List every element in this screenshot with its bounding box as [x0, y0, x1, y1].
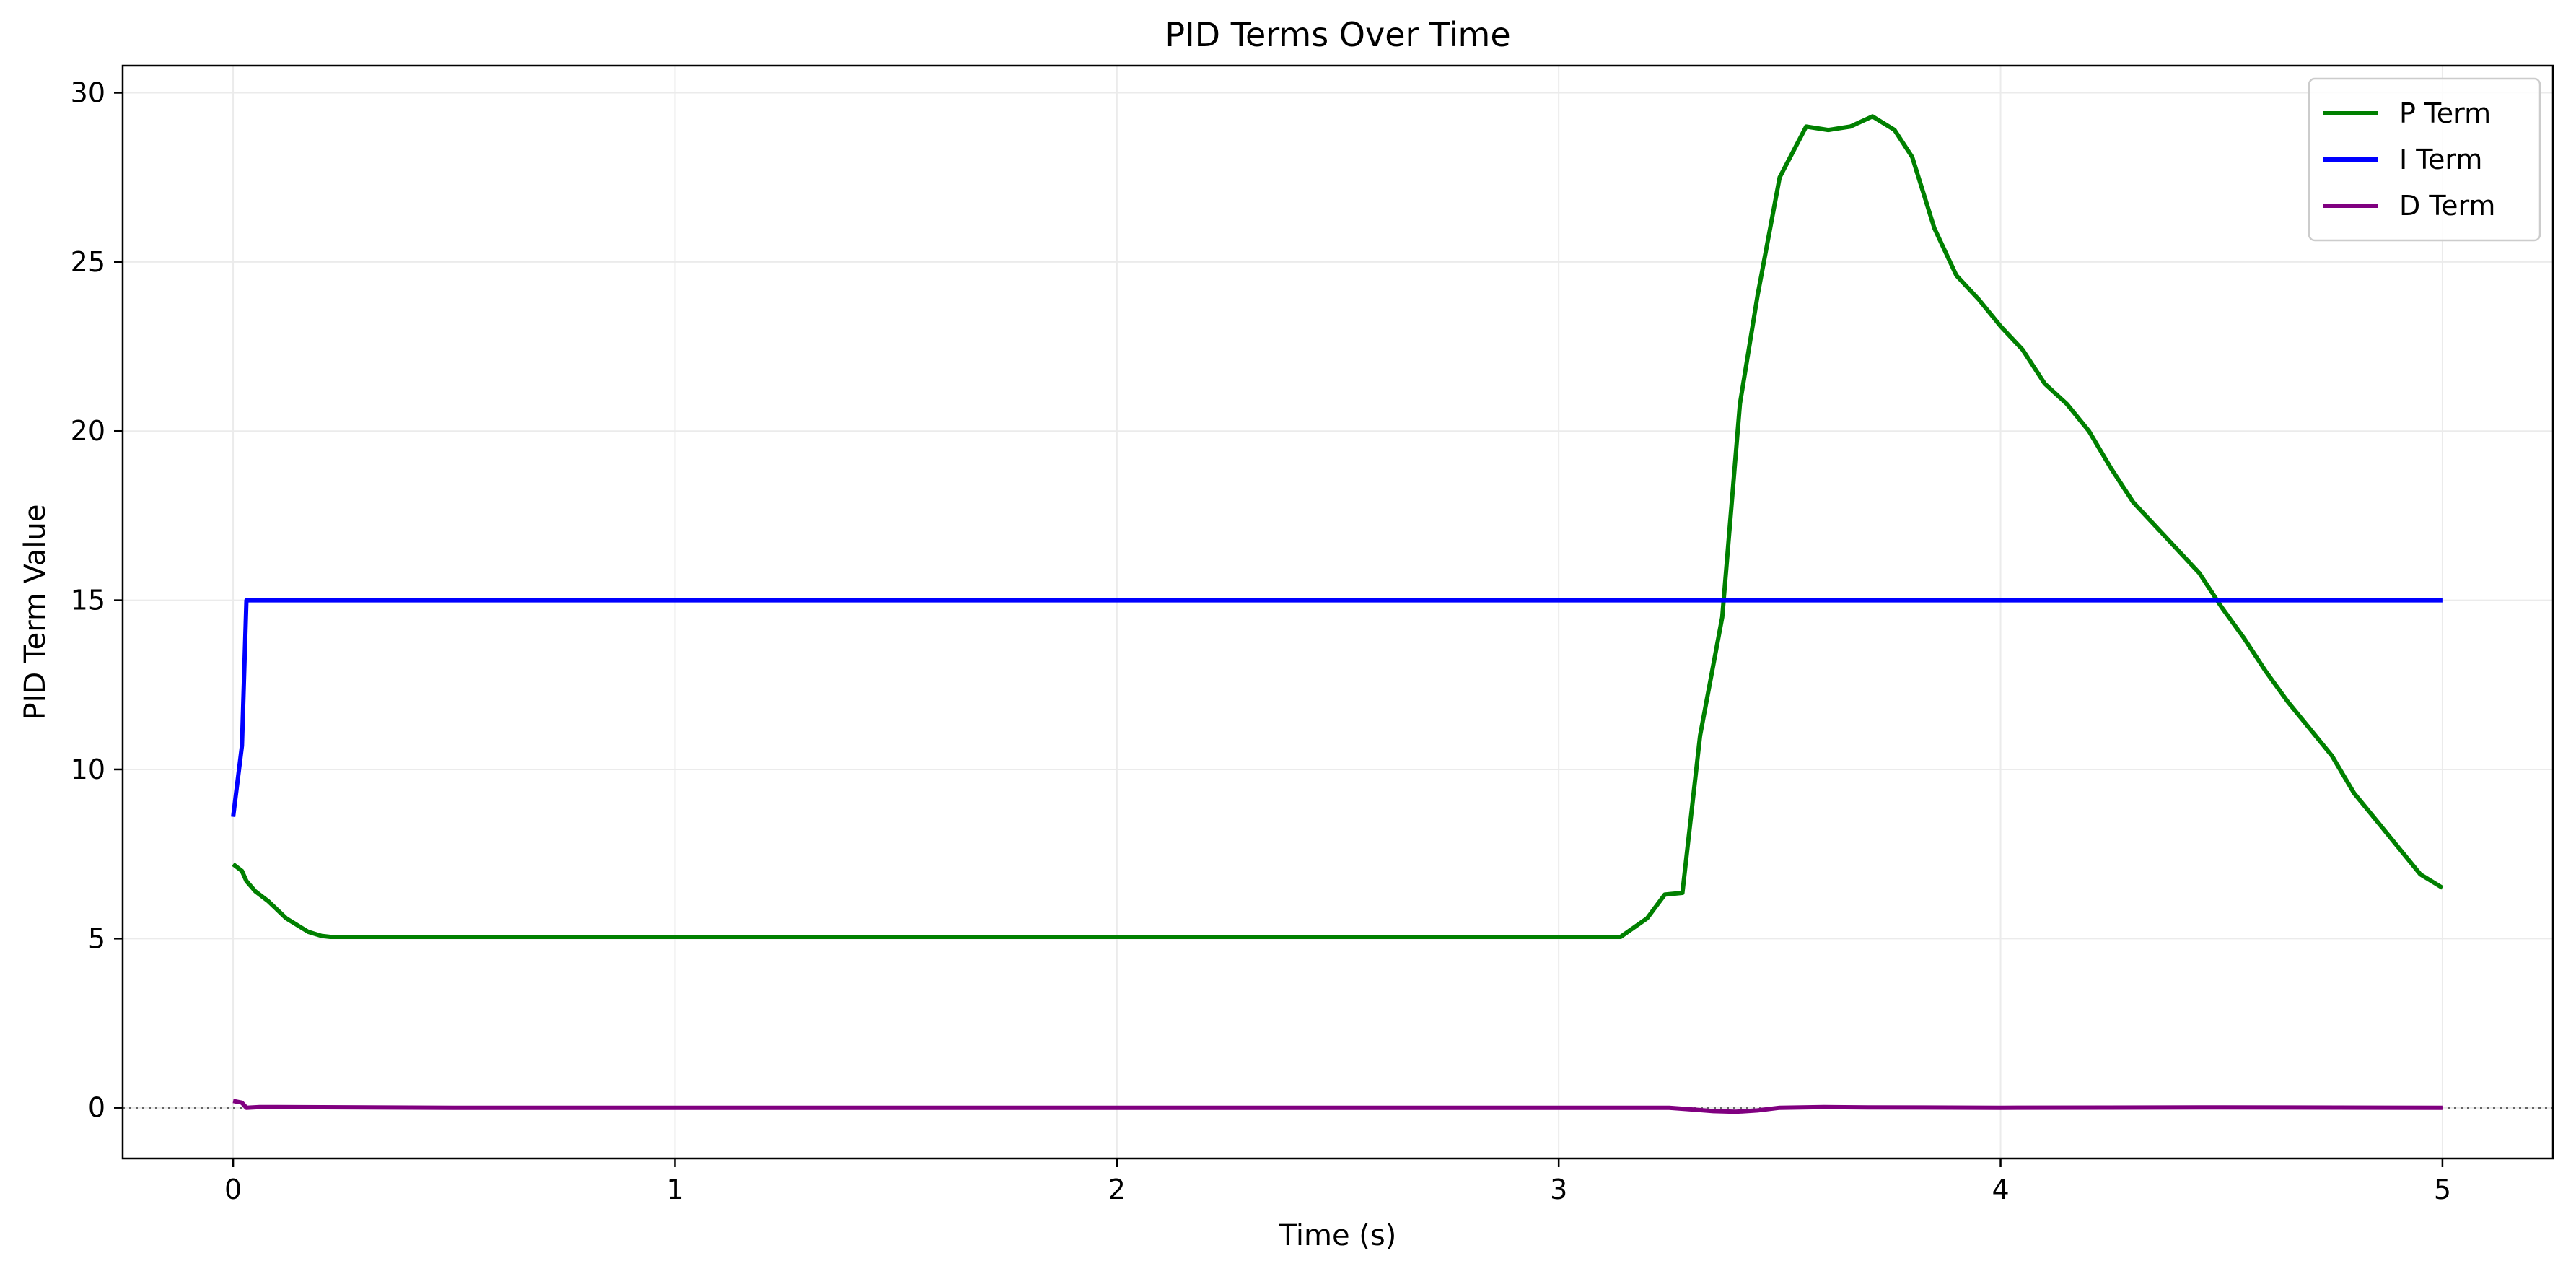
- series-line-d-term: [232, 1099, 2443, 1114]
- plot-frame: [121, 64, 2554, 1160]
- legend-label: D Term: [2399, 190, 2495, 222]
- legend-label: I Term: [2399, 144, 2482, 175]
- legend-label: P Term: [2399, 97, 2491, 129]
- y-axis-label: PID Term Value: [19, 505, 52, 720]
- chart-title: PID Terms Over Time: [1165, 15, 1510, 54]
- x-tick-label: 3: [1550, 1174, 1567, 1205]
- y-tick-label: 20: [71, 415, 105, 447]
- y-tick-label: 30: [71, 77, 105, 108]
- x-tick-label: 5: [2434, 1174, 2451, 1205]
- x-tick-label: 1: [666, 1174, 683, 1205]
- x-axis-label: Time (s): [1279, 1219, 1397, 1252]
- y-tick-label: 0: [88, 1092, 105, 1124]
- x-tick-label: 2: [1108, 1174, 1126, 1205]
- series-line-i-term: [231, 598, 2443, 817]
- series-lines: [231, 114, 2444, 1114]
- y-tick-label: 5: [88, 922, 105, 954]
- axis-ticks: 0 1 2 3 4 5 0 5 10 15 20 25 30: [71, 77, 2451, 1205]
- series-line-p-term: [232, 114, 2444, 939]
- x-tick-label: 4: [1992, 1174, 2009, 1205]
- y-tick-label: 15: [71, 585, 105, 616]
- legend: P Term I Term D Term: [2308, 77, 2541, 242]
- y-tick-label: 10: [71, 754, 105, 785]
- x-tick-label: 0: [224, 1174, 242, 1205]
- y-tick-label: 25: [71, 246, 105, 278]
- legend-box: [2308, 77, 2541, 242]
